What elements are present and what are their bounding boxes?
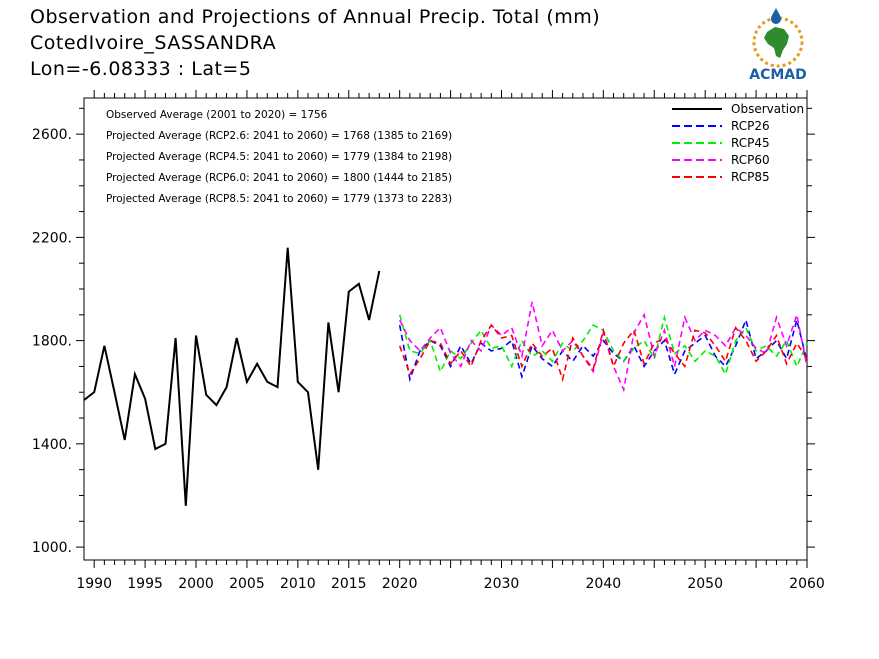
x-tick-label: 1990 bbox=[76, 576, 112, 592]
plot-border bbox=[83, 97, 808, 561]
annotation-box: Observed Average (2001 to 2020) = 1756 Pr… bbox=[106, 109, 452, 205]
legend: Observation RCP26 RCP45 RCP60 RCP85 bbox=[672, 102, 804, 184]
chart-title: Observation and Projections of Annual Pr… bbox=[30, 6, 601, 28]
x-tick-label: 2005 bbox=[229, 576, 265, 592]
x-tick-label: 2030 bbox=[484, 576, 520, 592]
series-line-rcp60 bbox=[398, 301, 808, 393]
x-tick-label: 2040 bbox=[586, 576, 622, 592]
annotation-line: Projected Average (RCP4.5: 2041 to 2060)… bbox=[106, 151, 452, 163]
series-lines bbox=[83, 247, 808, 506]
y-tick-label: 1800. bbox=[32, 334, 72, 350]
legend-label-rcp45: RCP45 bbox=[731, 136, 770, 150]
y-tick-label: 2200. bbox=[32, 230, 72, 246]
x-tick-label: 2000 bbox=[178, 576, 214, 592]
annotation-line: Projected Average (RCP2.6: 2041 to 2060)… bbox=[106, 130, 452, 142]
legend-label-rcp60: RCP60 bbox=[731, 153, 770, 167]
legend-label-rcp85: RCP85 bbox=[731, 170, 770, 184]
y-tick-label: 1400. bbox=[32, 437, 72, 453]
acmad-logo: ACMAD bbox=[749, 8, 807, 83]
x-tick-label: 2020 bbox=[382, 576, 418, 592]
annotation-line: Projected Average (RCP8.5: 2041 to 2060)… bbox=[106, 193, 452, 205]
y-tick-label: 1000. bbox=[32, 540, 72, 556]
legend-label-rcp26: RCP26 bbox=[731, 119, 770, 133]
axis-ticks bbox=[76, 90, 815, 568]
x-tick-label: 2060 bbox=[789, 576, 825, 592]
x-tick-label: 1995 bbox=[127, 576, 163, 592]
annotation-line: Projected Average (RCP6.0: 2041 to 2060)… bbox=[106, 172, 452, 184]
station-name: CotedIvoire_SASSANDRA bbox=[30, 32, 277, 54]
x-tick-label: 2015 bbox=[331, 576, 367, 592]
x-tick-labels: 1990 1995 2000 2005 2010 2015 2020 2030 2040 2050… bbox=[76, 576, 824, 592]
y-tick-label: 2600. bbox=[32, 127, 72, 143]
annotation-line: Observed Average (2001 to 2020) = 1756 bbox=[106, 109, 328, 121]
series-line-observation bbox=[83, 247, 381, 506]
series-line-rcp85 bbox=[398, 323, 808, 383]
x-tick-label: 2050 bbox=[687, 576, 723, 592]
y-tick-labels: 1000. 1400. 1800. 2200. 2600. bbox=[32, 127, 72, 556]
svg-text:ACMAD: ACMAD bbox=[749, 67, 807, 83]
coordinates-label: Lon=-6.08333 : Lat=5 bbox=[30, 58, 252, 80]
plot-frame bbox=[83, 97, 808, 561]
series-line-rcp26 bbox=[398, 317, 808, 383]
legend-label-observation: Observation bbox=[731, 102, 804, 116]
x-tick-label: 2010 bbox=[280, 576, 316, 592]
